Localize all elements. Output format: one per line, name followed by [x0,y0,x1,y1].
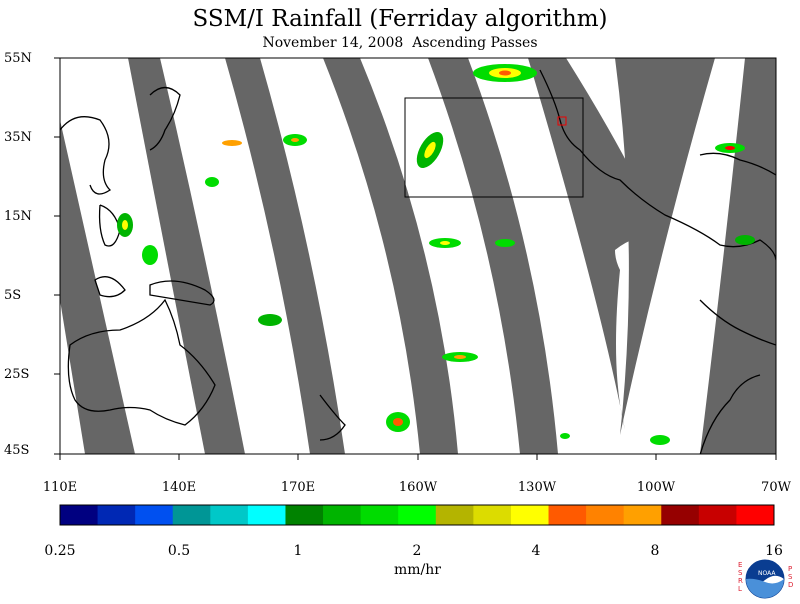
lon-label: 110E [42,480,78,495]
logo-letter: R [738,577,743,585]
colorbar-tick-label: 0.5 [167,543,191,559]
axis-ticks [54,57,777,460]
colorbar-tick-label: 8 [650,543,660,559]
colorbar-tick-label: 2 [412,543,422,559]
colorbar-swatch [323,505,362,525]
rain-cells [117,64,755,445]
noaa-logo: E S R L P S D NOAA [735,558,795,600]
colorbar-swatch [135,505,174,525]
lon-label: 140E [161,480,197,495]
colorbar-tick-label: 4 [531,543,541,559]
swath-gaps [60,58,776,454]
lat-label: 15N [4,209,32,224]
logo-letter: S [788,573,793,581]
colorbar-tick-label: 16 [765,543,783,559]
lon-label: 130W [517,480,557,495]
lat-label: 5S [4,288,22,303]
colorbar-swatch [623,505,662,525]
colorbar-swatch [60,505,99,525]
lat-label: 55N [4,51,32,66]
colorbar-tick-label: 1 [293,543,303,559]
colorbar-swatch [285,505,324,525]
logo-letter: E [738,561,743,569]
colorbar-swatch [172,505,211,525]
chart-subtitle: November 14, 2008 Ascending Passes [262,35,538,51]
colorbar-swatch [398,505,437,525]
colorbar-swatch [360,505,399,525]
colorbar-swatch [736,505,775,525]
logo-text: NOAA [758,570,776,577]
colorbar-swatch [586,505,625,525]
colorbar-swatch [97,505,136,525]
lon-label: 70W [761,480,791,495]
colorbar-tick-label: 0.25 [44,543,76,559]
noaa-emblem-icon [745,559,785,599]
lon-label: 160W [398,480,438,495]
colorbar-swatch [510,505,550,525]
lat-label: 35N [4,130,32,145]
lat-label: 25S [4,367,30,382]
colorbar-swatch [435,505,474,525]
colorbar-swatch [548,505,587,525]
colorbar-swatch [661,505,700,525]
colorbar-swatch [210,505,249,525]
coastlines [60,69,776,454]
colorbar-swatch [473,505,512,525]
units-label: mm/hr [394,562,441,578]
logo-letter: P [788,565,793,573]
site-marker [557,116,567,126]
logo-letter: S [738,569,743,577]
chart-title: SSM/I Rainfall (Ferriday algorithm) [192,6,608,32]
colorbar-swatch [247,505,286,525]
region-box [404,97,584,198]
logo-letter: D [788,581,794,589]
lon-label: 170E [280,480,316,495]
lon-label: 100W [636,480,676,495]
colorbar-swatch [698,505,737,525]
logo-letter: L [738,585,742,593]
lat-label: 45S [4,443,30,458]
